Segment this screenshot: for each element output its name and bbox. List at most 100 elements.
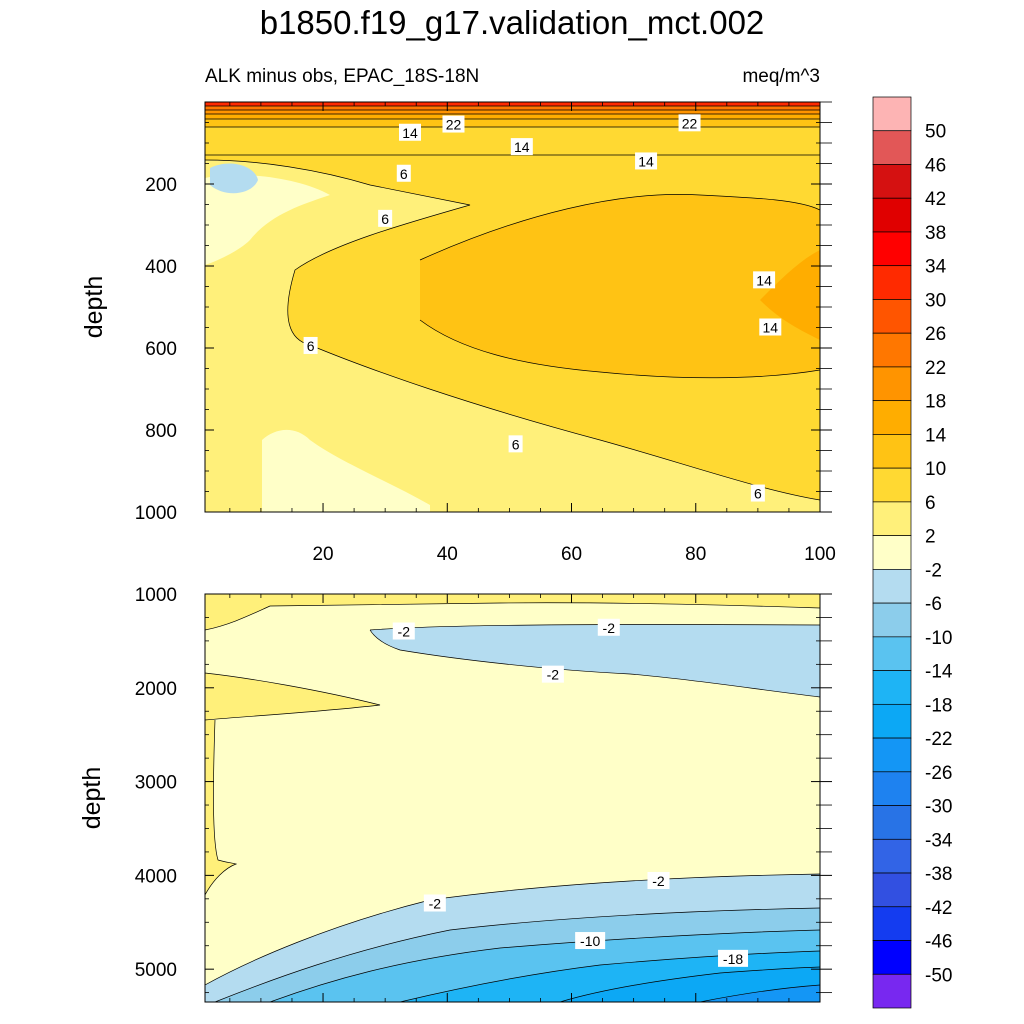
colorbar-label: -34 bbox=[925, 830, 953, 851]
colorbar-label: 10 bbox=[925, 459, 946, 480]
y-tick-label: 5000 bbox=[135, 960, 177, 981]
top-axis-ticks: 20 40 60 80 100 200 400 600 800 1000 bbox=[135, 101, 836, 565]
colorbar-swatch bbox=[872, 130, 912, 165]
contour-label-bg bbox=[396, 164, 411, 182]
colorbar-swatch bbox=[872, 771, 912, 806]
contour-label-text: 6 bbox=[307, 338, 315, 354]
contour-label: 22 bbox=[678, 114, 701, 132]
contour-label: 14 bbox=[635, 152, 658, 170]
contour-label-bg bbox=[423, 894, 446, 912]
contour-label: -2 bbox=[647, 872, 670, 890]
y-tick-label: 4000 bbox=[135, 866, 177, 887]
colorbar-label: -30 bbox=[925, 797, 952, 818]
contour-label-bg bbox=[753, 271, 776, 289]
contour-label-text: 22 bbox=[682, 115, 698, 131]
contour-label-bg bbox=[508, 435, 523, 453]
top-field-band--2-2-deep bbox=[262, 429, 430, 512]
colorbar-swatch bbox=[872, 872, 912, 908]
top-ylabel: depth bbox=[80, 276, 108, 339]
bottom-field-band-2-6-surface bbox=[205, 594, 820, 630]
contour-label-bg bbox=[718, 949, 749, 967]
contour-label: 14 bbox=[753, 271, 776, 289]
x-tick-label: 20 bbox=[312, 544, 333, 565]
contour-label-text: 6 bbox=[754, 486, 762, 502]
contour-label-text: 6 bbox=[381, 211, 389, 227]
contour-label-text: -2 bbox=[398, 624, 411, 640]
top-field-band-10-14 bbox=[420, 194, 820, 378]
bottom-field-band--26--22 bbox=[700, 985, 820, 1002]
contour-label: 22 bbox=[442, 115, 465, 133]
y-tick-label: 800 bbox=[145, 421, 177, 442]
contour-label: 6 bbox=[396, 164, 411, 182]
chart-title: b1850.f19_g17.validation_mct.002 bbox=[260, 4, 765, 41]
x-tick-label: 60 bbox=[561, 544, 582, 565]
colorbar-label: 46 bbox=[925, 155, 946, 176]
contour-label: 6 bbox=[750, 484, 765, 502]
contour-label-text: 6 bbox=[512, 436, 520, 452]
colorbar-label: 42 bbox=[925, 189, 946, 210]
contour-label-bg bbox=[575, 932, 606, 950]
contour-label-bg bbox=[510, 138, 533, 156]
colorbar-swatch bbox=[872, 838, 912, 874]
contour-label-text: -18 bbox=[723, 951, 743, 967]
contour-label-text: -2 bbox=[652, 873, 665, 889]
colorbar-swatch bbox=[872, 231, 912, 267]
colorbar-swatch bbox=[872, 467, 912, 503]
colorbar-label: -2 bbox=[925, 560, 942, 581]
colorbar-label: -22 bbox=[925, 729, 952, 750]
colorbar-swatch bbox=[872, 703, 912, 739]
contour-label-bg bbox=[378, 209, 393, 227]
colorbar-swatch bbox=[872, 265, 912, 300]
chart-subtitle-right: meq/m^3 bbox=[742, 66, 820, 87]
colorbar-label: 34 bbox=[925, 257, 947, 278]
x-tick-label: 80 bbox=[685, 544, 706, 565]
colorbar-swatch bbox=[872, 164, 912, 199]
contour-label: -2 bbox=[423, 894, 446, 912]
x-tick-label: 40 bbox=[437, 544, 458, 565]
colorbar-swatch bbox=[872, 535, 912, 570]
contour-label-bg bbox=[399, 123, 421, 141]
colorbar-label: 14 bbox=[925, 425, 947, 446]
colorbar-label: 38 bbox=[925, 223, 946, 244]
colorbar-swatch bbox=[872, 569, 912, 604]
y-tick-label: 1000 bbox=[135, 503, 177, 524]
contour-label-bg bbox=[750, 484, 765, 502]
colorbar-label: 18 bbox=[925, 392, 946, 413]
colorbar-label: 50 bbox=[925, 122, 946, 143]
colorbar-swatch bbox=[872, 906, 912, 941]
top-panel: 14 22 14 22 14 6 6 14 14 6 6 6 20 40 60 80 100 200 400 600… bbox=[80, 101, 836, 565]
bottom-contour-labels: -2 -2 -2 -2 -2 -10 -18 bbox=[392, 618, 749, 967]
contour-label-text: -2 bbox=[603, 620, 616, 636]
contour-label: 6 bbox=[378, 209, 393, 227]
contour-label: -2 bbox=[541, 665, 564, 683]
contour-label-bg bbox=[392, 622, 415, 640]
colorbar-swatch bbox=[872, 670, 912, 705]
y-tick-label: 3000 bbox=[135, 773, 177, 794]
contour-label-bg bbox=[678, 114, 701, 132]
contour-label-bg bbox=[442, 115, 465, 133]
contour-label-text: 14 bbox=[763, 320, 779, 336]
top-field-band-14-18 bbox=[760, 250, 820, 340]
bottom-axis-ticks: 1000 2000 3000 4000 5000 bbox=[135, 585, 832, 1002]
contour-label: -2 bbox=[392, 622, 415, 640]
colorbar-label: 6 bbox=[925, 493, 936, 514]
contour-label: 6 bbox=[303, 336, 318, 354]
contour-label-bg bbox=[541, 665, 564, 683]
colorbar-swatch bbox=[872, 737, 912, 773]
colorbar-label: -10 bbox=[925, 628, 952, 649]
bottom-field-band--6--2-upper bbox=[370, 624, 820, 697]
contour-label: -2 bbox=[597, 618, 620, 636]
contour-label-bg bbox=[597, 618, 620, 636]
colorbar-label: -46 bbox=[925, 932, 952, 953]
top-field-band--6--2 bbox=[210, 163, 258, 194]
top-field-band-2-6 bbox=[205, 160, 820, 512]
colorbar-swatch bbox=[872, 434, 912, 469]
contour-label: -18 bbox=[718, 949, 749, 967]
colorbar: 50 46 42 38 34 30 26 22 18 14 10 6 2 -2 -6 -10 -14 -18 -22… bbox=[872, 96, 953, 1009]
top-contour-fill bbox=[205, 102, 820, 512]
top-field-band--2-2 bbox=[205, 174, 330, 265]
colorbar-label: 22 bbox=[925, 358, 946, 379]
y-tick-label: 200 bbox=[145, 175, 177, 196]
colorbar-label: 30 bbox=[925, 290, 946, 311]
y-tick-label: 1000 bbox=[135, 585, 177, 606]
